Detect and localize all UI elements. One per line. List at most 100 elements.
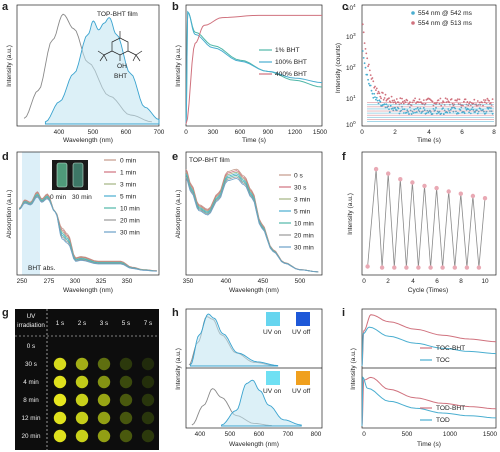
panel-c-point [375,98,377,101]
panel-c-point [463,100,465,103]
panel-i-series-tod [361,376,497,427]
panel-c-point [375,87,378,90]
panel-c-point [410,113,413,115]
panel-b-series-100pct [185,10,323,125]
panel-i-ylabel: Intensity (a.u.) [350,348,357,390]
panel-f-point [464,265,470,270]
panel-d-series-line [19,196,157,272]
panel-e-xtick: 450 [258,278,269,285]
panel-d-curves [19,191,157,272]
panel-b-legend-item: 1% BHT [275,47,300,54]
panel-c-point [476,100,479,102]
panel-g-afterglow-dot [97,357,111,371]
uv-off-photo-bottom [296,371,310,385]
panel-c-legend-item: 554 nm @ 513 ms [418,20,473,27]
panel-c-point [434,109,436,112]
panel-e-letter: e [172,151,178,163]
panel-c-point [382,92,384,94]
panel-c-point [485,102,488,104]
panel-c-point [490,107,492,109]
panel-c-point [406,99,409,102]
panel-h-xtick: 600 [254,431,265,438]
panel-c-point [379,100,382,103]
panel-c-ylabel: Intensity (counts) [335,43,342,93]
panel-c-point [379,95,382,98]
panel-f-point [392,265,397,270]
panel-c-point [370,89,373,92]
panel-g-afterglow-dot [141,429,155,443]
uv-on-photo-bottom [266,371,280,385]
panel-c-point [484,112,487,115]
panel-a-frame [16,4,160,127]
panel-f-point [446,189,451,194]
vial-photos [52,160,88,190]
panel-d-frame [16,151,160,276]
panel-c-point [469,112,472,115]
panel-h-ylabel: Intensity (a.u.) [175,348,182,390]
panel-c-point [374,85,376,88]
panel-d-xlabel: Wavelength (nm) [63,287,113,294]
panel-d-legend-item: 0 min [120,157,136,164]
panel-c-ytick: 101 [346,94,356,103]
panel-c-point [442,107,444,109]
panel-b-xtick: 1500 [313,129,328,136]
panel-h-xtick: 500 [225,431,236,438]
panel-c-point [363,42,366,44]
panel-c-point [376,99,379,102]
panel-c-point [399,97,402,100]
panel-i-frame [361,308,497,429]
panel-c-point [424,102,427,105]
panel-c-point [469,109,471,111]
panel-d-ylabel: Absorption (a.u.) [6,190,13,239]
panel-c-point [369,74,372,76]
panel-c-point [422,106,425,109]
panel-c-scatter [361,23,494,122]
panel-c-point [449,108,452,111]
panel-i-series-tod-bht [361,376,497,427]
panel-g-afterglow-dot [75,357,89,371]
panel-g-row-label: 30 s [25,361,37,368]
panel-c-point [417,109,420,111]
panel-h-label: UV off [292,388,310,395]
panel-e-xlabel: Wavelength (nm) [229,287,279,294]
panel-b-ylabel: Intensity (a.u.) [175,45,182,87]
panel-c-point [466,101,469,103]
panel-c-xtick: 6 [460,129,464,136]
panel-f-xtick: 2 [386,278,390,285]
vial-30min [72,162,84,188]
panel-a-xtick: 600 [121,129,132,136]
panel-f-point [440,265,445,270]
panel-g-afterglow-dot [97,375,111,389]
panel-c-point [459,109,462,111]
uv-on-photo-top [266,312,280,326]
panel-a-curve-cyan [44,17,160,125]
panel-c-point [476,104,478,107]
panel-c-point [481,101,484,104]
panel-f-point [410,180,415,185]
panel-d-legend-item: 10 min [120,205,140,212]
panel-e-legend-title: TOP-BHT film [189,157,230,164]
panel-c-point [362,57,365,59]
panel-b-xlabel: Time (s) [242,137,266,144]
panel-c-point [366,57,369,60]
panel-c-point [444,97,447,100]
panel-b-series-400pct [185,14,322,125]
panel-c-point [408,102,410,105]
panel-c-point [364,66,367,69]
panel-g-row-label: 12 min [22,415,41,422]
panel-g-afterglow-dot [97,411,111,425]
panel-g-header-irradiation: irradiation [17,322,45,329]
panel-c-point [389,101,392,104]
panel-c-yticks: 100 101 102 103 104 [346,3,356,129]
panel-c-point [431,100,434,103]
panel-c-legend-item: 554 nm @ 542 ms [418,10,473,17]
panel-c-point [464,98,467,101]
panel-c-point [368,82,370,85]
panel-e-legend-item: 10 min [294,220,314,227]
panel-g-afterglow-dot [97,429,111,443]
panel-f-point [365,264,370,269]
panel-f-point [482,196,488,201]
panel-c-point [364,48,367,50]
panel-g-row-label: 20 min [22,433,41,440]
